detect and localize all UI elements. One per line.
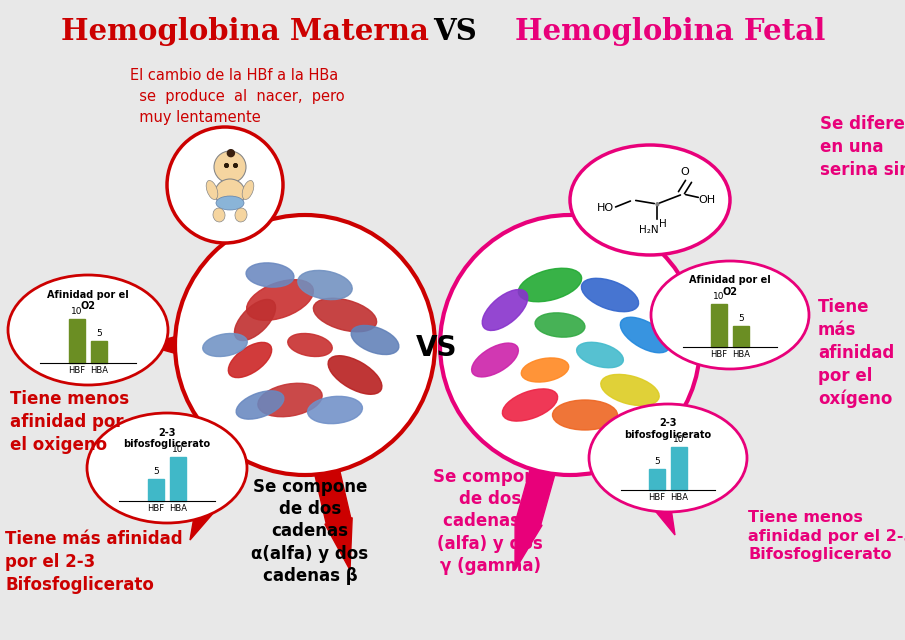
Text: 10: 10 [673,435,685,444]
Bar [711,304,727,348]
Text: H₂N: H₂N [639,225,659,235]
Ellipse shape [570,145,730,255]
Text: Tiene
más
afinidad
por el
oxígeno: Tiene más afinidad por el oxígeno [818,298,894,408]
Ellipse shape [535,313,585,337]
Text: Hemoglobina Materna: Hemoglobina Materna [61,17,429,47]
Ellipse shape [228,342,272,378]
Ellipse shape [519,268,582,301]
Ellipse shape [8,275,168,385]
Text: Tiene menos
afinidad por
el oxigeno: Tiene menos afinidad por el oxigeno [10,390,129,454]
Circle shape [214,151,246,183]
Ellipse shape [502,389,557,421]
Text: HBA: HBA [670,493,688,502]
Ellipse shape [203,333,247,356]
Ellipse shape [552,400,617,430]
Text: VS: VS [416,334,458,362]
Bar [649,468,665,490]
Ellipse shape [308,396,362,424]
Text: Se diferencia
en una
serina sin: Se diferencia en una serina sin [820,115,905,179]
Text: 10: 10 [173,445,184,454]
Ellipse shape [216,196,244,210]
Text: 2-3
bifosfoglicerato: 2-3 bifosfoglicerato [123,428,211,449]
Ellipse shape [87,413,247,523]
Ellipse shape [482,289,528,330]
Text: Tiene menos
afinidad por el 2-3
Bifosfoglicerato: Tiene menos afinidad por el 2-3 Bifosfog… [748,510,905,562]
Text: HBF: HBF [648,493,665,502]
Text: HO: HO [596,203,614,213]
Ellipse shape [236,391,284,419]
Ellipse shape [651,261,809,369]
Polygon shape [313,460,352,570]
Text: Se compone
de dos
cadenas α
(alfa) y dos
γ (gamma): Se compone de dos cadenas α (alfa) y dos… [433,468,548,575]
Text: 5: 5 [153,467,158,476]
Polygon shape [145,331,225,359]
Polygon shape [650,331,740,359]
Polygon shape [613,150,655,244]
Ellipse shape [206,180,218,200]
Ellipse shape [258,383,322,417]
Ellipse shape [298,271,352,300]
Bar [69,319,85,363]
Text: Se compone
de dos
cadenas
α(alfa) y dos
cadenas β: Se compone de dos cadenas α(alfa) y dos … [252,478,368,585]
Text: 5: 5 [654,457,660,466]
Ellipse shape [213,208,225,222]
Text: 10: 10 [713,292,725,301]
Text: HBF: HBF [710,350,728,360]
Text: Afinidad por el
O2: Afinidad por el O2 [689,275,771,296]
Text: HBA: HBA [732,350,750,360]
Ellipse shape [234,300,275,340]
Ellipse shape [601,374,659,406]
Polygon shape [624,440,675,535]
Polygon shape [224,145,262,243]
Text: ●: ● [225,148,235,158]
Circle shape [175,215,435,475]
Ellipse shape [472,343,519,377]
Ellipse shape [288,333,332,356]
Bar [733,326,749,348]
Text: 2-3
bifosfoglicerato: 2-3 bifosfoglicerato [624,418,711,440]
Bar [170,457,186,501]
Circle shape [440,215,700,475]
Text: O: O [681,167,690,177]
Ellipse shape [329,356,382,394]
Ellipse shape [235,208,247,222]
Text: ●: ● [654,202,660,207]
Text: Hemoglobina Fetal: Hemoglobina Fetal [515,17,825,47]
Ellipse shape [246,263,294,287]
Text: 10: 10 [71,307,82,316]
Bar [91,341,107,363]
Polygon shape [190,440,246,540]
Text: Afinidad por el
O2: Afinidad por el O2 [47,289,129,311]
Text: El cambio de la HBf a la HBa
  se  produce  al  nacer,  pero
  muy lentamente: El cambio de la HBf a la HBa se produce … [130,68,345,125]
Ellipse shape [620,317,670,353]
Text: OH: OH [699,195,716,205]
Ellipse shape [589,404,747,512]
Text: VS: VS [433,17,477,47]
Text: 5: 5 [738,314,744,323]
Text: 5: 5 [96,329,102,338]
Text: H: H [659,219,667,229]
Text: HBF: HBF [148,504,165,513]
Polygon shape [515,460,557,570]
Ellipse shape [313,298,376,332]
Ellipse shape [243,180,253,200]
Bar [148,479,164,501]
Text: Tiene más afinidad
por el 2-3
Bifosfoglicerato: Tiene más afinidad por el 2-3 Bifosfogli… [5,530,183,594]
Circle shape [167,127,283,243]
Text: HBF: HBF [68,366,85,375]
Text: HBA: HBA [90,366,109,375]
Ellipse shape [581,278,639,312]
Ellipse shape [521,358,568,382]
Ellipse shape [351,326,399,355]
Ellipse shape [576,342,624,368]
Text: HBA: HBA [169,504,187,513]
Bar [672,447,687,490]
Ellipse shape [246,280,313,321]
Ellipse shape [215,179,245,207]
